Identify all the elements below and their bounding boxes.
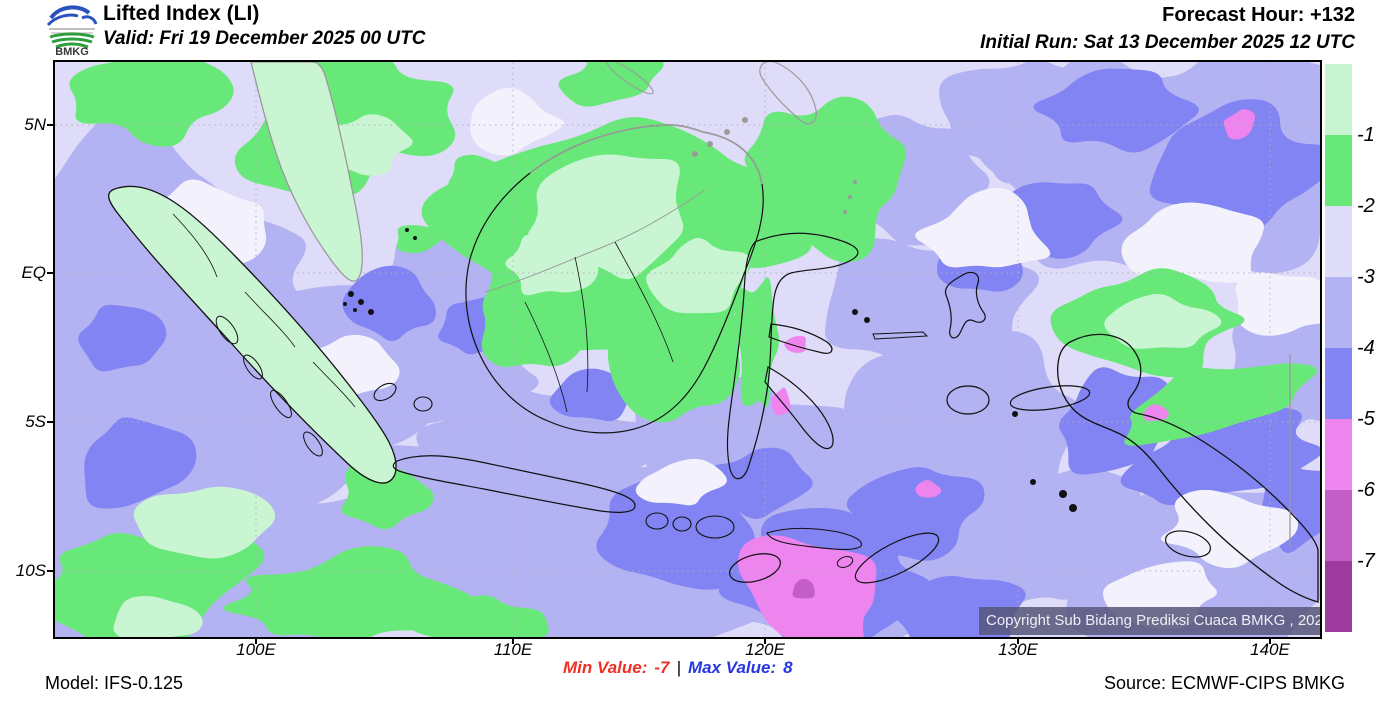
min-value-label: Min Value: bbox=[563, 658, 648, 677]
colorbar-segment bbox=[1325, 561, 1352, 632]
x-axis-label: 100E bbox=[236, 640, 276, 659]
colorbar-segment bbox=[1325, 64, 1352, 135]
x-axis-tick bbox=[255, 637, 257, 644]
x-axis-tick bbox=[764, 637, 766, 644]
colorbar-segment bbox=[1325, 206, 1352, 277]
colorbar-tick-label: -5 bbox=[1357, 408, 1375, 430]
colorbar-segment bbox=[1325, 490, 1352, 561]
max-value: 8 bbox=[783, 658, 793, 677]
x-axis-label: 120E bbox=[745, 640, 785, 659]
colorbar-tick-label: -6 bbox=[1357, 479, 1375, 501]
x-axis-tick bbox=[1269, 637, 1271, 644]
model-label: Model: IFS-0.125 bbox=[45, 673, 184, 693]
y-axis-tick bbox=[47, 124, 54, 126]
bmkg-logo-text: BMKG bbox=[55, 46, 89, 56]
colorbar-tick-label: -3 bbox=[1357, 266, 1375, 288]
minmax-line: Min Value: -7 | Max Value: 8 bbox=[563, 658, 793, 678]
page-title: Lifted Index (LI) bbox=[103, 2, 260, 25]
colorbar-segment bbox=[1325, 348, 1352, 419]
colorbar-segment bbox=[1325, 135, 1352, 206]
max-value-label: Max Value: bbox=[687, 658, 777, 677]
y-axis-label: 5S bbox=[25, 412, 46, 431]
colorbar-segment bbox=[1325, 277, 1352, 348]
header-right: Forecast Hour: +132 Initial Run: Sat 13 … bbox=[980, 4, 1355, 54]
colorbar-tick-label: -4 bbox=[1357, 337, 1375, 359]
y-axis-tick bbox=[47, 272, 54, 274]
x-axis-label: 140E bbox=[1250, 640, 1290, 659]
initial-run: Initial Run: Sat 13 December 2025 12 UTC bbox=[980, 32, 1355, 53]
x-axis-tick bbox=[512, 637, 514, 644]
min-value: -7 bbox=[654, 658, 670, 677]
y-axis-tick bbox=[47, 570, 54, 572]
valid-time: Valid: Fri 19 December 2025 00 UTC bbox=[103, 28, 426, 49]
forecast-hour: Forecast Hour: +132 bbox=[1162, 4, 1355, 26]
colorbar-tick-label: -1 bbox=[1357, 124, 1375, 146]
copyright-badge: Copyright Sub Bidang Prediksi Cuaca BMKG… bbox=[979, 607, 1320, 635]
minmax-separator: | bbox=[676, 658, 681, 677]
source-label: Source: ECMWF-CIPS BMKG bbox=[1103, 673, 1345, 693]
colorbar-segment bbox=[1325, 419, 1352, 490]
y-axis-tick bbox=[47, 421, 54, 423]
x-axis-label: 110E bbox=[493, 640, 533, 659]
colorbar bbox=[1325, 64, 1352, 632]
colorbar-tick-label: -2 bbox=[1357, 195, 1375, 217]
bmkg-logo: BMKG bbox=[46, 5, 98, 56]
x-axis-label: 130E bbox=[998, 640, 1038, 659]
colorbar-tick-label: -7 bbox=[1357, 550, 1375, 572]
map-canvas bbox=[55, 62, 1320, 637]
y-axis-label: 10S bbox=[15, 561, 46, 580]
y-axis-label: EQ bbox=[21, 263, 46, 282]
x-axis-tick bbox=[1017, 637, 1019, 644]
y-axis-label: 5N bbox=[24, 115, 46, 134]
